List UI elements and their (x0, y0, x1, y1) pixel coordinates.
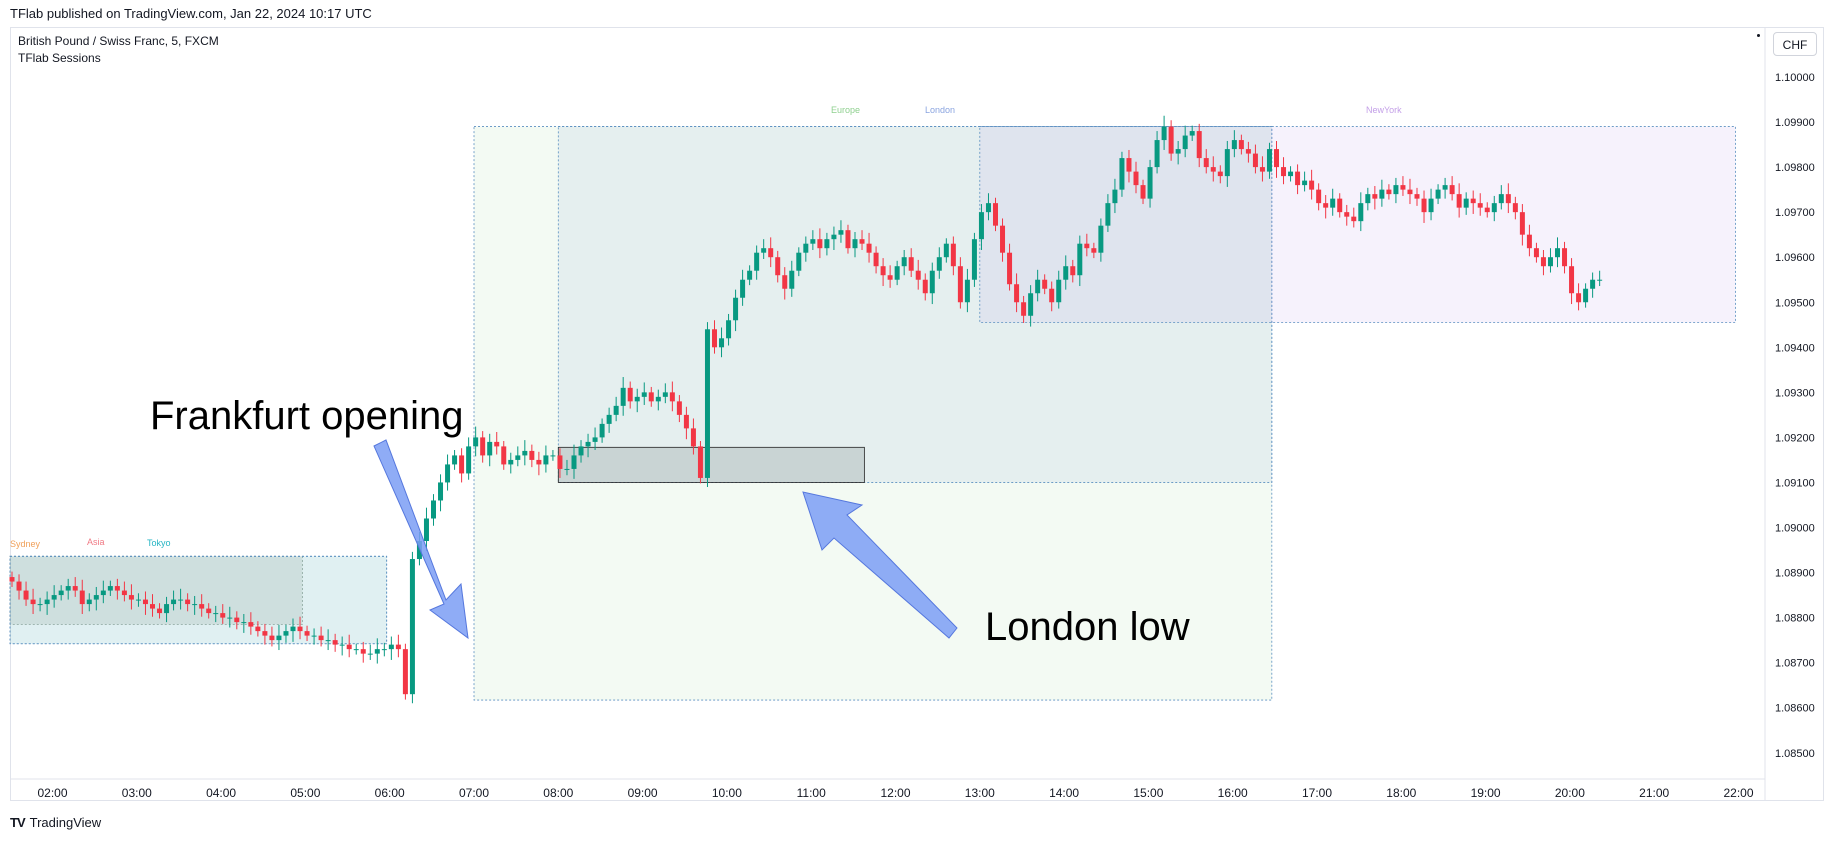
brand-label: TradingView (29, 815, 102, 830)
symbol-title[interactable]: British Pound / Swiss Franc, 5, FXCM (18, 34, 219, 48)
chart-frame (10, 27, 1824, 801)
tradingview-logo-icon: TV (10, 815, 26, 830)
menu-dot-icon[interactable] (1757, 34, 1760, 37)
indicator-title[interactable]: TFlab Sessions (18, 51, 101, 65)
publish-info: TFlab published on TradingView.com, Jan … (10, 6, 372, 21)
currency-button[interactable]: CHF (1773, 32, 1817, 56)
tradingview-brand[interactable]: TV TradingView (10, 815, 101, 830)
